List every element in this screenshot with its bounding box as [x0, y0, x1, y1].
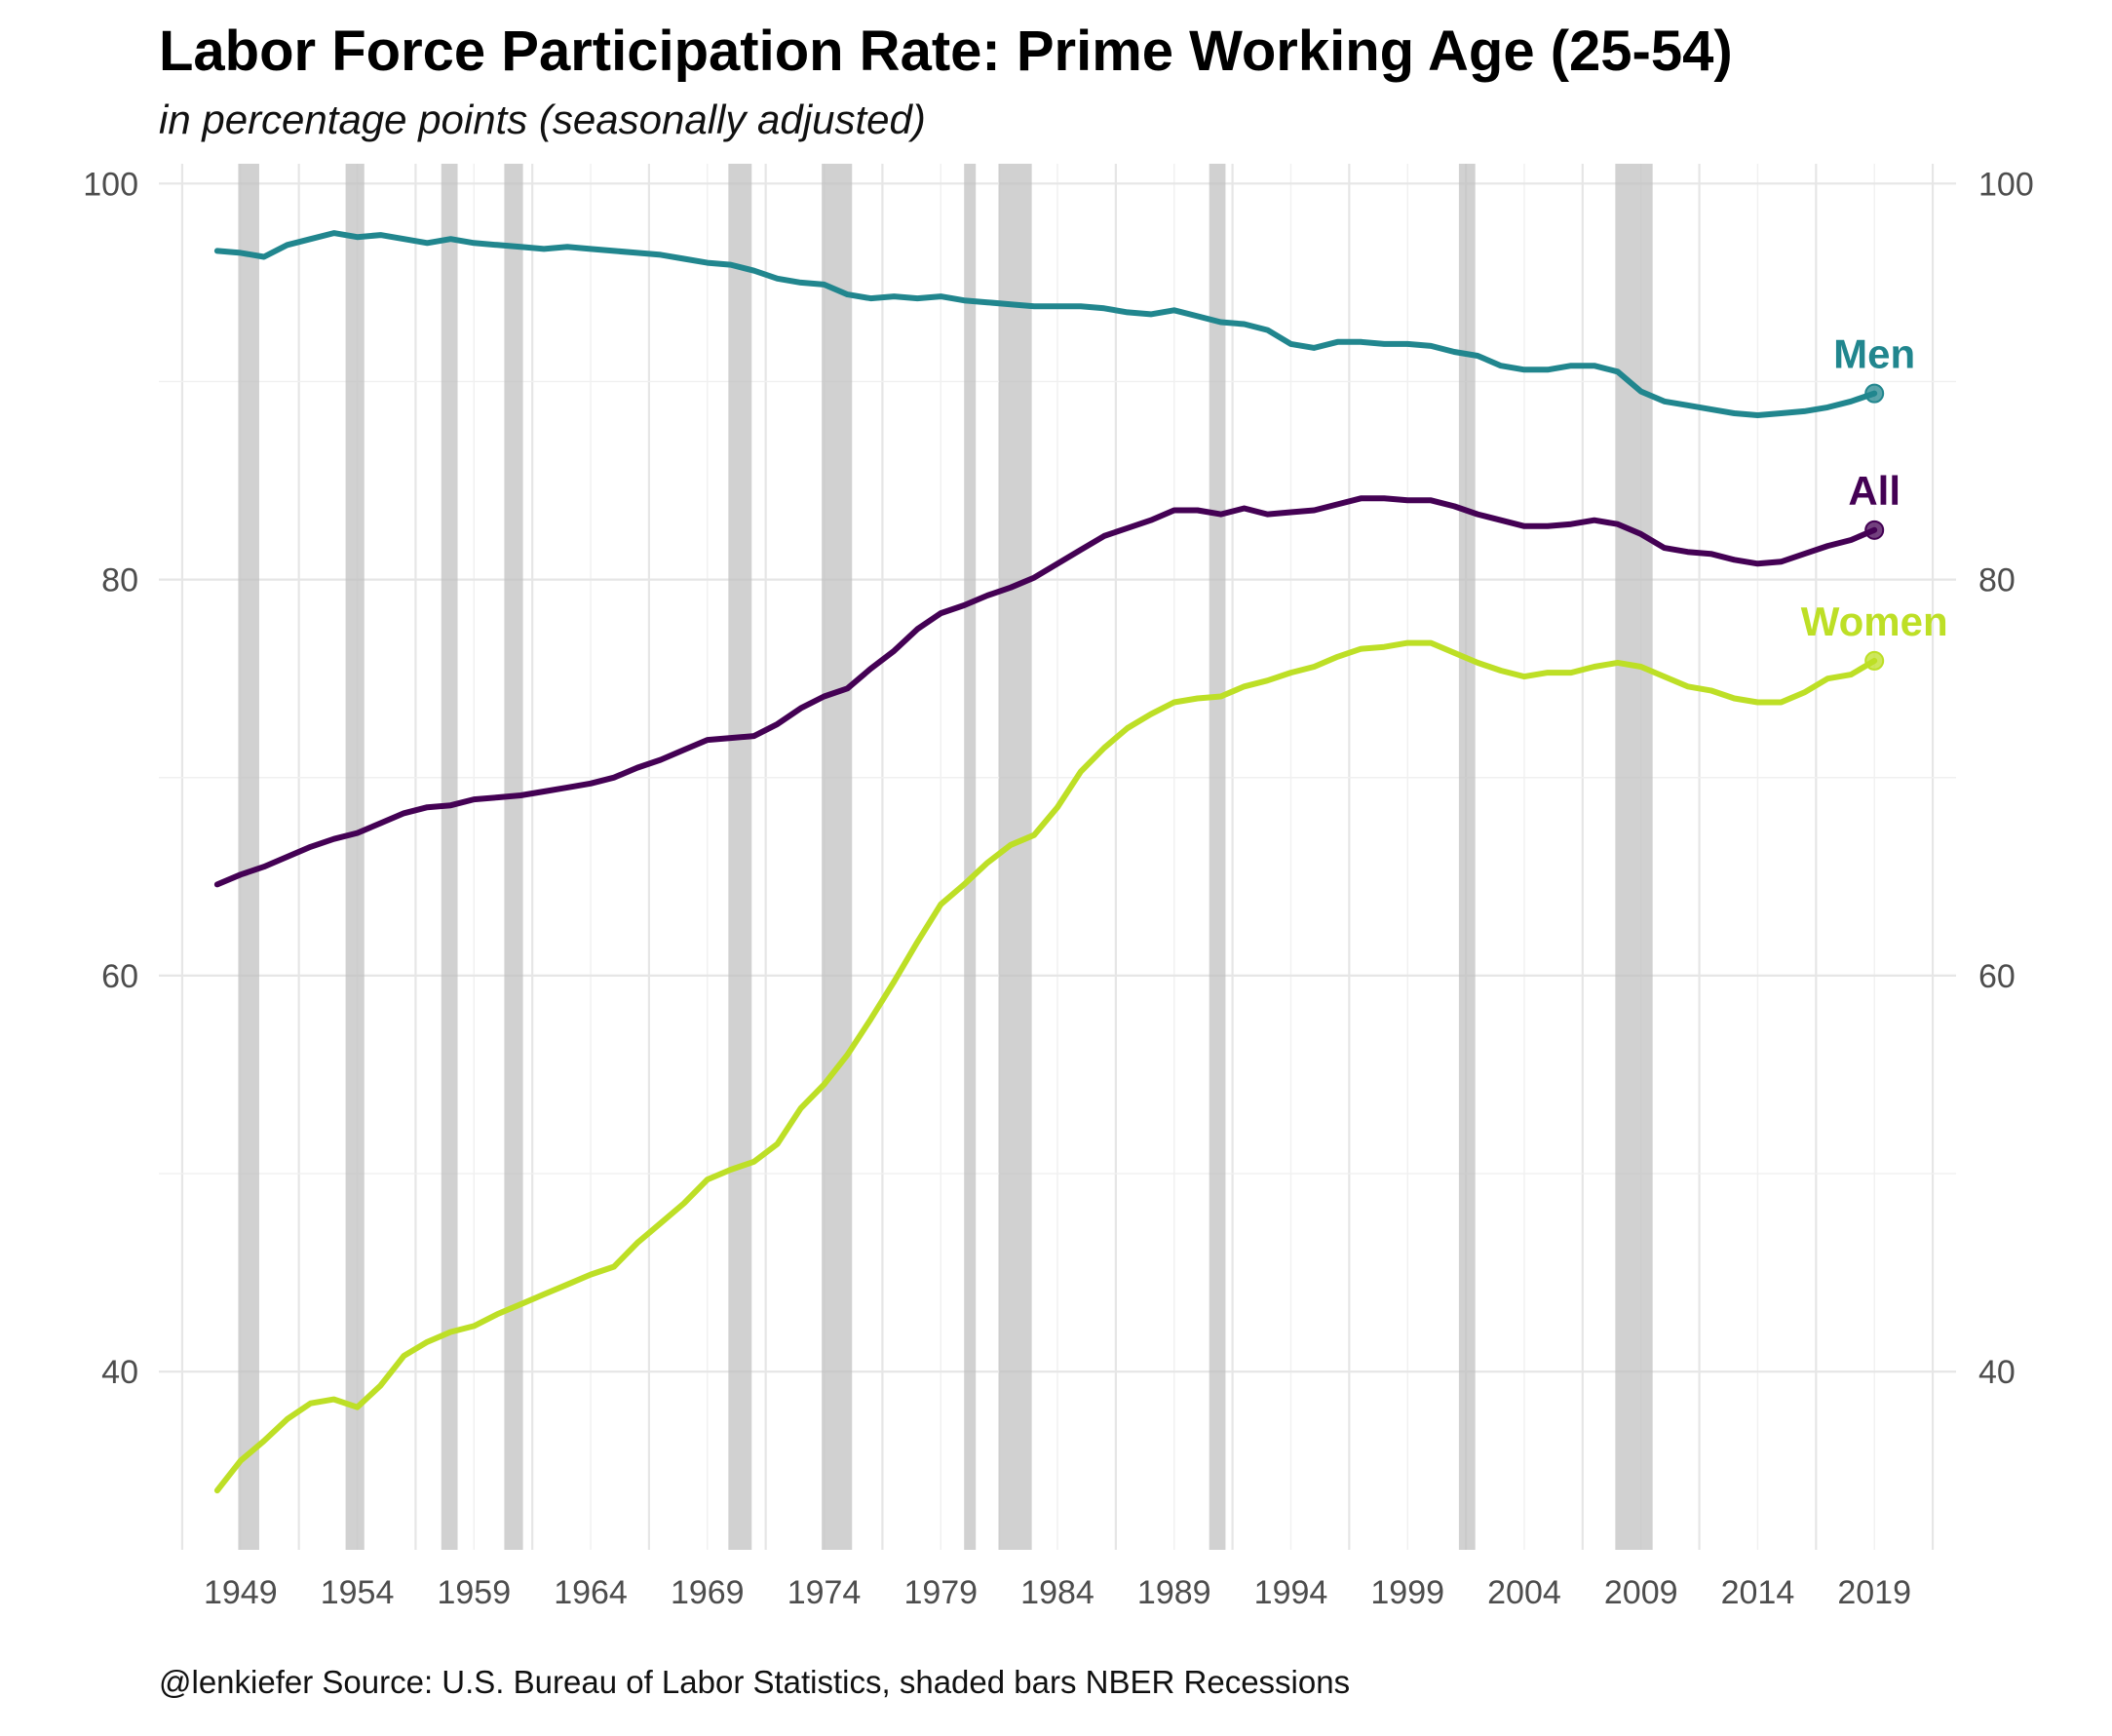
x-tick-label: 1969 — [671, 1574, 745, 1611]
chart-caption: @lenkiefer Source: U.S. Bureau of Labor … — [159, 1664, 1350, 1700]
x-tick-label: 2009 — [1604, 1574, 1678, 1611]
x-tick-label: 1954 — [321, 1574, 395, 1611]
y-tick-label-left: 40 — [101, 1354, 138, 1391]
y-tick-label-right: 80 — [1978, 562, 2016, 599]
x-tick-label: 1959 — [437, 1574, 511, 1611]
series-end-point-all — [1864, 520, 1885, 540]
recession-bar — [441, 164, 458, 1550]
y-tick-label-left: 60 — [101, 958, 138, 995]
x-tick-label: 1949 — [204, 1574, 278, 1611]
x-tick-label: 1999 — [1370, 1574, 1444, 1611]
y-tick-label-right: 100 — [1978, 166, 2034, 203]
series-end-markers: Men All Women — [1801, 331, 1948, 671]
y-tick-label-left: 100 — [83, 166, 138, 203]
recession-bars — [238, 164, 1653, 1550]
y-tick-label-right: 60 — [1978, 958, 2016, 995]
series-line-all — [213, 495, 1878, 888]
x-tick-label: 1979 — [903, 1574, 978, 1611]
axis-ticks: 1949 1954 1959 1964 1969 1974 1979 1984 1989 1994… — [83, 166, 2033, 1611]
y-tick-label-left: 80 — [101, 562, 138, 599]
series-label-men: Men — [1833, 331, 1915, 377]
recession-bar — [728, 164, 752, 1550]
recession-bar — [238, 164, 259, 1550]
series-lines — [213, 230, 1878, 1494]
series-label-all: All — [1848, 468, 1901, 514]
x-tick-label: 1964 — [554, 1574, 628, 1611]
x-tick-label: 2019 — [1837, 1574, 1911, 1611]
x-tick-label: 2014 — [1721, 1574, 1795, 1611]
recession-bar — [345, 164, 365, 1550]
x-tick-label: 1994 — [1254, 1574, 1328, 1611]
x-tick-label: 2004 — [1487, 1574, 1561, 1611]
recession-bar — [822, 164, 853, 1550]
series-end-point-women — [1864, 650, 1885, 671]
series-line-women — [213, 639, 1878, 1494]
x-tick-label: 1989 — [1137, 1574, 1211, 1611]
chart-subtitle: in percentage points (seasonally adjuste… — [159, 96, 926, 142]
chart-title: Labor Force Participation Rate: Prime Wo… — [159, 19, 1733, 83]
recession-bar — [999, 164, 1032, 1550]
series-end-point-men — [1864, 383, 1885, 404]
recession-bar — [1458, 164, 1476, 1550]
series-line-men — [213, 230, 1878, 418]
recession-bar — [1209, 164, 1226, 1550]
x-tick-label: 1974 — [787, 1574, 862, 1611]
y-tick-label-right: 40 — [1978, 1354, 2016, 1391]
x-tick-label: 1984 — [1020, 1574, 1094, 1611]
recession-bar — [964, 164, 977, 1550]
series-label-women: Women — [1801, 598, 1948, 644]
recession-bar — [504, 164, 523, 1550]
